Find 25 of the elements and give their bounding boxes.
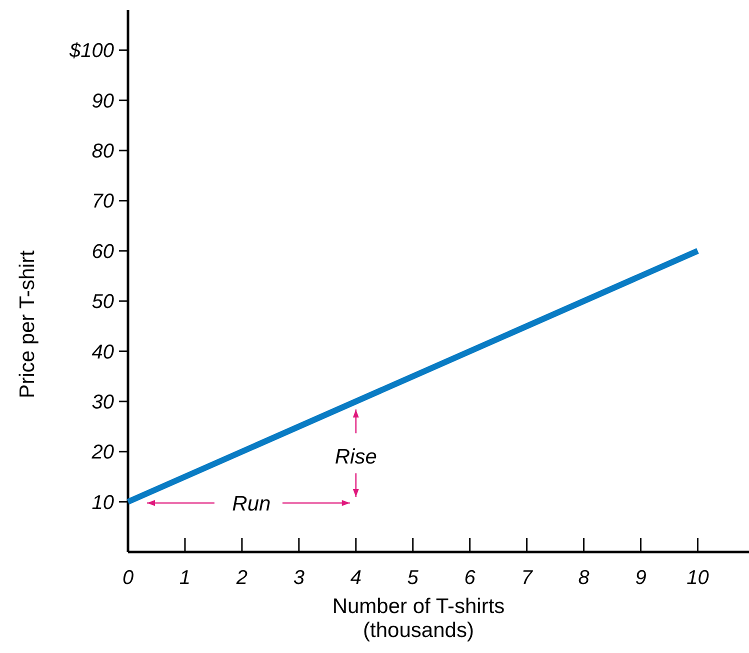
x-tick-label: 7 xyxy=(521,567,534,589)
x-tick-label: 10 xyxy=(686,567,709,589)
y-tick-label: 30 xyxy=(92,391,114,414)
x-tick-label: 5 xyxy=(407,567,420,589)
x-tick-label: 8 xyxy=(578,567,590,589)
y-tick-label: $100 xyxy=(68,40,114,62)
y-tick-label: 60 xyxy=(92,240,114,263)
x-tick-label: 9 xyxy=(635,567,646,589)
x-tick-label: 0 xyxy=(122,567,134,589)
y-tick-label: 10 xyxy=(92,492,114,514)
y-tick-label: 50 xyxy=(92,291,114,314)
x-tick-label: 6 xyxy=(464,567,476,589)
x-tick-label: 3 xyxy=(293,567,304,589)
x-tick-label: 4 xyxy=(350,567,362,589)
annotation: Run xyxy=(232,492,271,516)
y-tick-label: 80 xyxy=(92,140,114,163)
y-tick-label: 20 xyxy=(90,442,114,464)
y-tick-label: 40 xyxy=(92,341,114,364)
y-tick-label: 90 xyxy=(92,90,114,112)
x-tick-label: 2 xyxy=(235,567,248,589)
y-tick-label: 70 xyxy=(92,190,114,213)
annotation: Rise xyxy=(334,446,377,469)
x-tick-label: 1 xyxy=(179,567,191,589)
y-axis-title: Price per T-shirt xyxy=(16,250,39,398)
x-axis-title: Number of T-shirts (thousands) xyxy=(332,595,505,642)
